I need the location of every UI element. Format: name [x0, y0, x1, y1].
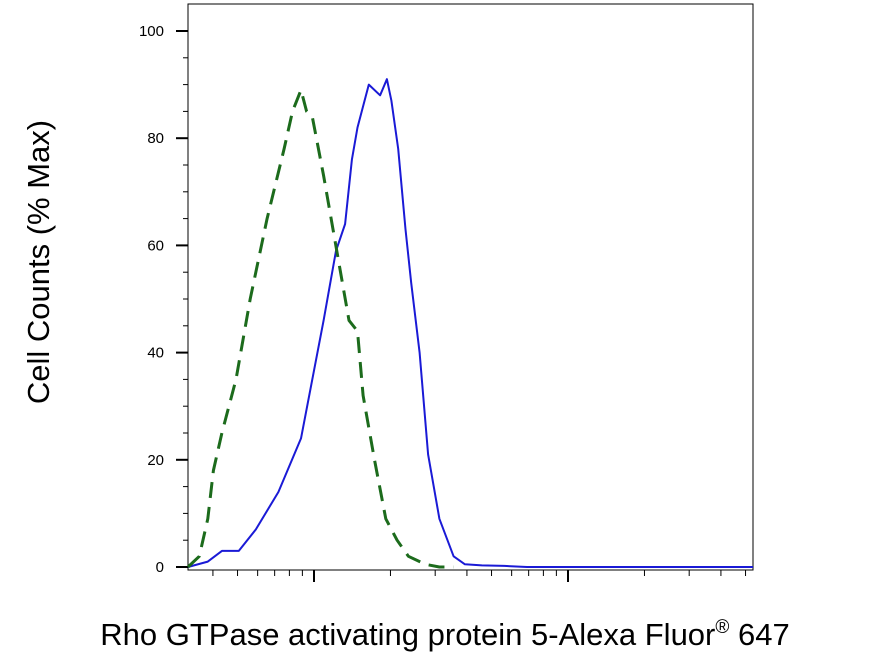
- x-axis-title-main: Rho GTPase activating protein 5-Alexa Fl…: [100, 617, 715, 652]
- y-axis: 0 20 40 60 80 100: [139, 23, 188, 576]
- y-tick-label: 20: [147, 452, 164, 469]
- y-tick-label: 0: [156, 559, 164, 576]
- y-tick-label: 60: [147, 237, 164, 254]
- x-axis-title-suffix: 647: [729, 617, 789, 652]
- series-line-dashed: [188, 90, 454, 567]
- series-group: [188, 79, 753, 567]
- x-axis: [213, 570, 746, 582]
- x-axis-title: Rho GTPase activating protein 5-Alexa Fl…: [100, 617, 789, 652]
- series-line-solid: [188, 79, 753, 567]
- y-tick-label: 40: [147, 345, 164, 362]
- y-tick-label: 80: [147, 130, 164, 147]
- y-tick-label: 100: [139, 23, 164, 40]
- y-axis-title: Cell Counts (% Max): [21, 120, 56, 404]
- plot-frame: [188, 4, 753, 570]
- x-axis-title-mark: ®: [715, 617, 729, 638]
